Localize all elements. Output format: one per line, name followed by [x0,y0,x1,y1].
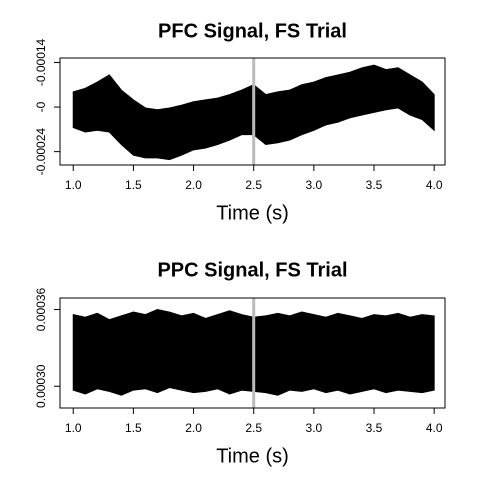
x-tick-label: 3.5 [366,421,383,435]
x-tick-label: 1.0 [65,421,82,435]
y-tick-label: 0.00036 [34,288,48,332]
x-tick-label: 2.0 [185,421,202,435]
x-tick-label: 3.0 [306,421,323,435]
plot-frame [59,57,446,166]
y-tick-label: -0 [34,101,48,112]
x-tick-label: 1.0 [65,178,82,192]
x-tick-label: 2.5 [245,178,262,192]
y-tick-label: 0.00030 [34,364,48,408]
x-tick-label: 1.5 [125,178,142,192]
x-tick-label: 1.5 [125,421,142,435]
y-tick-label: -0.00014 [34,38,48,86]
chart-title: PPC Signal, FS Trial [157,259,347,281]
x-tick-label: 3.0 [306,178,323,192]
x-tick-label: 2.0 [185,178,202,192]
x-tick-label: 4.0 [426,421,443,435]
y-tick-label: -0.00024 [34,128,48,176]
x-tick-label: 2.5 [245,421,262,435]
x-axis-label: Time (s) [216,202,289,224]
x-axis-label: Time (s) [216,445,289,467]
x-tick-label: 3.5 [366,178,383,192]
chart-title: PFC Signal, FS Trial [158,20,347,42]
plot-frame [59,297,446,409]
x-tick-label: 4.0 [426,178,443,192]
